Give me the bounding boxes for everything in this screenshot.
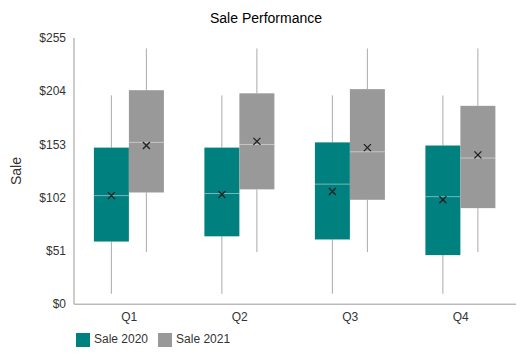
html-text:Sale 2020: Sale 2020 — [94, 332, 148, 347]
svg-text:$0: $0 — [53, 297, 67, 311]
html-text:Sale Performance: Sale Performance — [210, 10, 322, 26]
svg-text:Q1: Q1 — [121, 310, 137, 324]
svg-text:Q3: Q3 — [342, 310, 358, 324]
svg-text:$255: $255 — [39, 31, 66, 45]
svg-text:Q4: Q4 — [453, 310, 469, 324]
svg-text:$153: $153 — [39, 138, 66, 152]
svg-text:Sale: Sale — [8, 157, 24, 185]
html-text:Sale 2021: Sale 2021 — [176, 332, 231, 347]
svg-text:$204: $204 — [39, 84, 66, 98]
svg-text:Q2: Q2 — [232, 310, 248, 324]
svg-text:$51: $51 — [46, 244, 66, 258]
svg-text:$102: $102 — [39, 191, 66, 205]
